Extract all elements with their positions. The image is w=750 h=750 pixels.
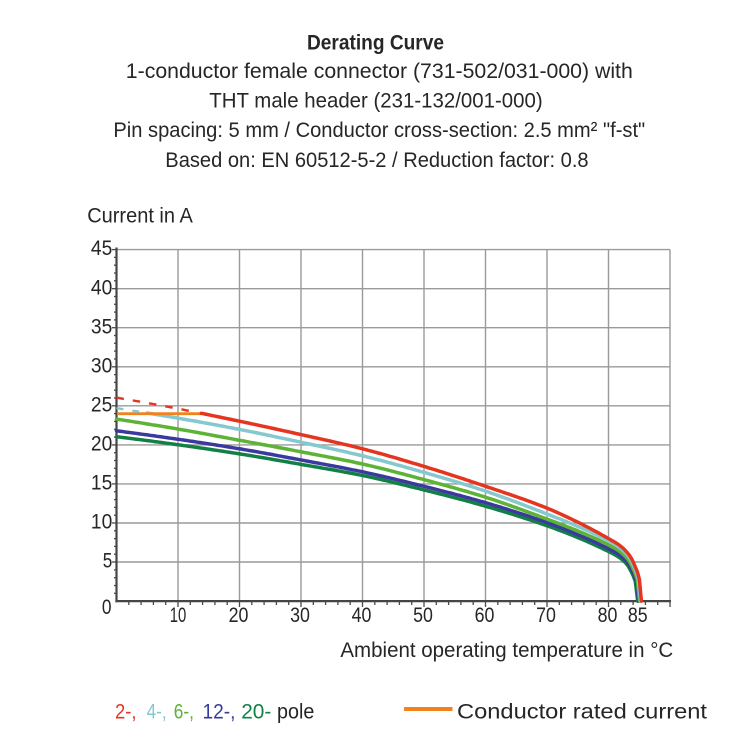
svg-text:4-,: 4-,: [147, 699, 167, 723]
svg-text:10: 10: [91, 510, 112, 534]
svg-text:50: 50: [413, 603, 433, 627]
svg-text:20: 20: [91, 432, 112, 456]
svg-text:70: 70: [536, 603, 556, 627]
svg-text:40: 40: [352, 603, 372, 627]
svg-text:20: 20: [229, 603, 249, 627]
svg-text:Pin spacing: 5 mm / Conductor: Pin spacing: 5 mm / Conductor cross-sect…: [113, 118, 645, 142]
svg-text:6-,: 6-,: [174, 699, 194, 723]
svg-text:10: 10: [170, 603, 187, 627]
svg-text:20-: 20-: [241, 699, 271, 723]
svg-text:Conductor rated current: Conductor rated current: [457, 699, 707, 723]
svg-text:Derating Curve: Derating Curve: [307, 31, 444, 55]
svg-text:25: 25: [91, 392, 112, 416]
svg-text:85: 85: [628, 603, 648, 627]
svg-text:60: 60: [475, 603, 495, 627]
svg-text:80: 80: [598, 603, 618, 627]
svg-text:12-,: 12-,: [203, 699, 236, 723]
svg-text:pole: pole: [277, 699, 314, 723]
svg-text:Current in A: Current in A: [87, 204, 193, 228]
svg-text:5: 5: [103, 549, 113, 573]
svg-text:45: 45: [91, 236, 112, 260]
svg-text:1-conductor female connector (: 1-conductor female connector (731-502/03…: [126, 59, 633, 83]
svg-text:30: 30: [290, 603, 310, 627]
svg-text:THT male header (231-132/001-0: THT male header (231-132/001-000): [209, 89, 542, 113]
svg-text:15: 15: [91, 471, 112, 495]
svg-text:0: 0: [102, 595, 112, 619]
svg-text:2-,: 2-,: [115, 699, 137, 723]
svg-text:30: 30: [91, 353, 112, 377]
svg-text:Ambient operating temperature: Ambient operating temperature in °C: [340, 638, 673, 662]
svg-text:40: 40: [91, 275, 112, 299]
svg-text:35: 35: [91, 314, 112, 338]
svg-text:Based on: EN 60512-5-2 / Reduc: Based on: EN 60512-5-2 / Reduction facto…: [165, 148, 588, 172]
